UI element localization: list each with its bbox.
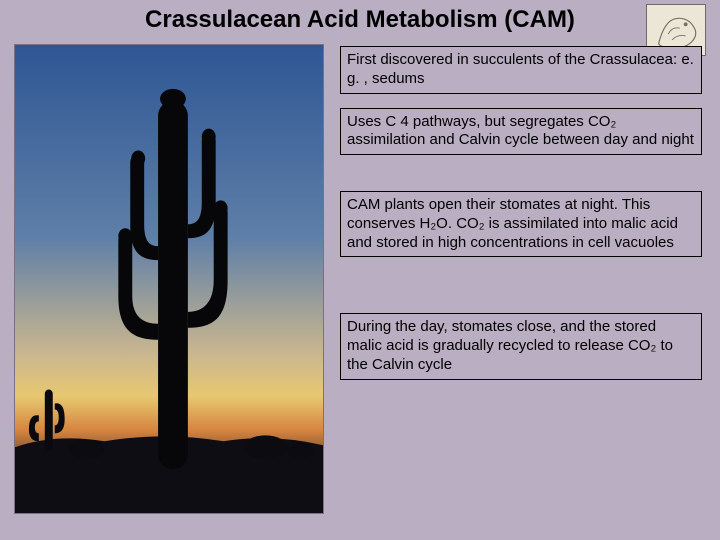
info-box-1: First discovered in succulents of the Cr… (340, 46, 702, 94)
cactus-illustration (14, 44, 324, 514)
info-box-4: During the day, stomates close, and the … (340, 313, 702, 379)
text-column: First discovered in succulents of the Cr… (340, 46, 702, 380)
info-box-3: CAM plants open their stomates at night.… (340, 191, 702, 257)
page-title: Crassulacean Acid Metabolism (CAM) (0, 6, 720, 34)
info-box-2: Uses C 4 pathways, but segregates CO₂ as… (340, 108, 702, 156)
